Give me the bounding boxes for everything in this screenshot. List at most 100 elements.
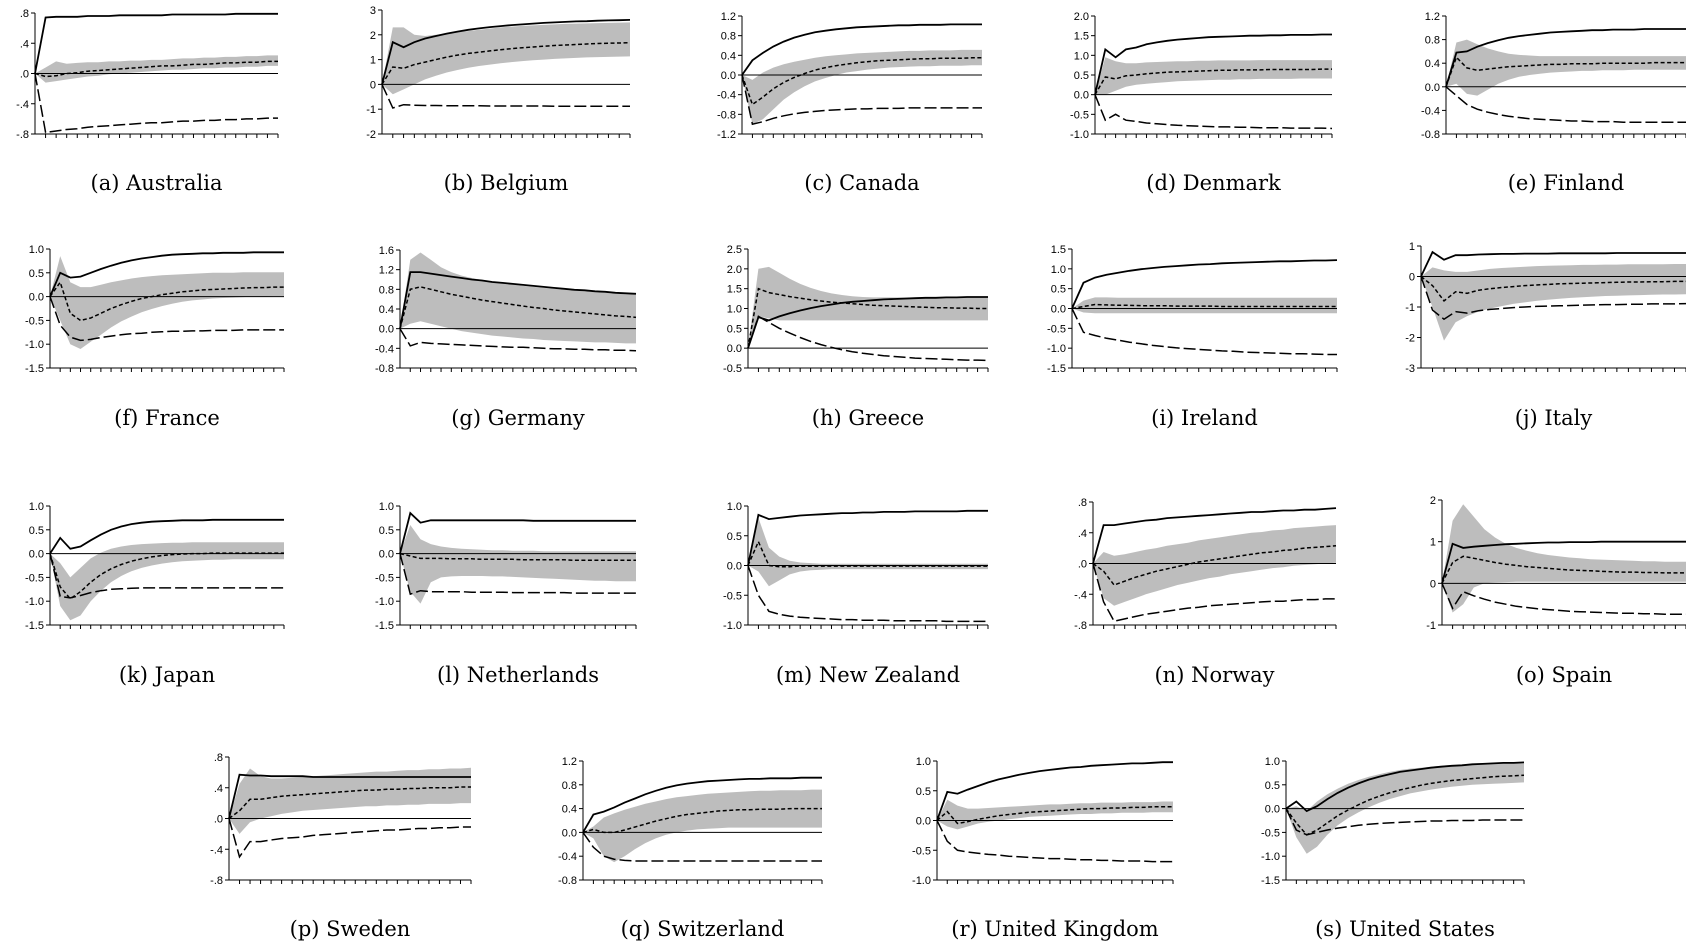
y-tick-label: 1.2 [721, 11, 736, 23]
y-tick-label: -0.5 [723, 590, 742, 602]
series-line-solid [1441, 540, 1686, 584]
y-tick-label: -1.5 [1047, 363, 1066, 375]
y-tick-label: -1.0 [375, 596, 394, 608]
y-tick-label: 1.6 [379, 245, 394, 257]
y-tick-label: 2.0 [1074, 11, 1089, 23]
panel-caption: (d) Denmark [1146, 171, 1281, 195]
y-tick-label: .8 [20, 8, 29, 20]
y-tick-label: 0 [1409, 272, 1415, 284]
series-line-solid [1071, 259, 1338, 309]
y-tick-label: -1.0 [1047, 343, 1066, 355]
confidence-band [1093, 525, 1336, 606]
y-tick-label: -0.4 [558, 851, 577, 863]
y-tick-label: -1.2 [717, 129, 736, 141]
series-line-solid [228, 773, 471, 819]
y-tick-label: .0 [20, 69, 29, 81]
series-line-solid [582, 776, 822, 833]
y-tick-label: -0.5 [25, 315, 44, 327]
confidence-band [742, 49, 982, 125]
y-tick-label: 0.8 [379, 284, 394, 296]
y-tick-label: -1.0 [723, 620, 742, 632]
series-line-long-dash [741, 74, 982, 126]
y-tick-label: -1.5 [25, 620, 44, 632]
confidence-band [400, 525, 636, 604]
series-line-short-dash [49, 552, 284, 600]
y-tick-label: -1.0 [912, 875, 931, 887]
y-tick-label: -0.5 [25, 572, 44, 584]
panel-caption: (n) Norway [1154, 663, 1274, 687]
y-tick-label: 0 [1430, 578, 1436, 590]
irf-panel: 1.0 0.5 0.0 -0.5 -1.0 -1.5 (s) United States [1261, 756, 1525, 941]
y-tick-label: -0.4 [375, 343, 394, 355]
y-tick-label: 1.5 [1074, 31, 1089, 43]
y-tick-label: -0.5 [1070, 109, 1089, 121]
confidence-band [1072, 297, 1337, 314]
panel-caption: (j) Italy [1515, 406, 1593, 430]
panel-caption: (c) Canada [804, 171, 919, 195]
series-line-long-dash [1441, 583, 1686, 615]
y-tick-label: 1.0 [916, 756, 931, 768]
y-tick-label: 1.0 [29, 501, 44, 513]
y-tick-label: .0 [214, 814, 223, 826]
panel-caption: (b) Belgium [444, 171, 569, 195]
y-tick-label: -2 [1405, 333, 1415, 345]
y-tick-label: 0.0 [727, 343, 742, 355]
y-tick-label: 1.0 [1051, 264, 1066, 276]
irf-panel: 1.0 0.5 0.0 -0.5 -1.0 -1.5 (l) Netherlands [375, 501, 637, 687]
confidence-band [748, 517, 988, 587]
y-tick-label: 2.0 [727, 264, 742, 276]
y-tick-label: 0.5 [727, 531, 742, 543]
y-tick-label: 0.8 [562, 780, 577, 792]
irf-panel: 1.0 0.5 0.0 -0.5 -1.0 -1.5 (k) Japan [25, 501, 285, 687]
series-line-short-dash [34, 60, 278, 78]
panel-caption: (s) United States [1315, 917, 1495, 941]
y-tick-label: 0.0 [721, 70, 736, 82]
y-tick-label: 1.0 [1074, 50, 1089, 62]
series-line-long-dash [1285, 808, 1524, 836]
y-tick-label: .8 [1078, 497, 1087, 509]
y-tick-label: -2 [366, 129, 376, 141]
y-tick-label: -0.5 [375, 572, 394, 584]
confidence-band [1095, 57, 1332, 95]
series-line-long-dash [1071, 308, 1337, 356]
series-line-solid [936, 761, 1173, 821]
y-tick-label: 0.0 [379, 549, 394, 561]
irf-panel: 1.0 0.5 0.0 -0.5 -1.0 (m) New Zealand [723, 501, 989, 687]
y-tick-label: 1.2 [562, 756, 577, 768]
y-tick-label: 0.5 [1074, 70, 1089, 82]
y-tick-label: -1.5 [25, 363, 44, 375]
y-tick-label: 0.0 [562, 827, 577, 839]
y-tick-label: 1.2 [379, 265, 394, 277]
y-tick-label: .8 [214, 752, 223, 764]
confidence-band [400, 252, 636, 344]
panel-caption: (m) New Zealand [776, 663, 960, 687]
irf-panel: 1.0 0.5 0.0 -0.5 -1.0 (r) United Kingdom [912, 756, 1174, 941]
series-line-long-dash [399, 328, 637, 352]
confidence-band [229, 767, 471, 834]
y-tick-label: -0.4 [717, 90, 736, 102]
panel-caption: (o) Spain [1516, 663, 1612, 687]
series-line-short-dash [747, 287, 988, 349]
series-line-solid [1445, 28, 1686, 88]
confidence-band [583, 789, 822, 863]
y-tick-label: 3 [370, 5, 376, 17]
y-tick-label: -1.5 [375, 620, 394, 632]
irf-panel: .8 .4 .0 -.4 -.8 (n) Norway [1074, 497, 1337, 687]
y-tick-label: -0.5 [912, 845, 931, 857]
y-tick-label: 0.4 [1425, 58, 1440, 70]
y-tick-label: -.4 [1074, 589, 1087, 601]
y-tick-label: 0.5 [29, 268, 44, 280]
series-line-short-dash [49, 280, 284, 322]
confidence-band [382, 22, 630, 95]
y-tick-label: 2 [1430, 495, 1436, 507]
y-tick-label: 1.2 [1425, 11, 1440, 23]
y-tick-label: 1.0 [727, 304, 742, 316]
y-tick-label: 0.0 [1051, 304, 1066, 316]
series-line-solid [747, 296, 988, 349]
irf-panel: 1 0 -1 -2 -3 (j) Italy [1405, 241, 1686, 430]
series-line-long-dash [399, 553, 636, 596]
confidence-band [748, 266, 988, 349]
y-tick-label: -.8 [1074, 620, 1087, 632]
y-tick-label: -0.5 [1047, 323, 1066, 335]
